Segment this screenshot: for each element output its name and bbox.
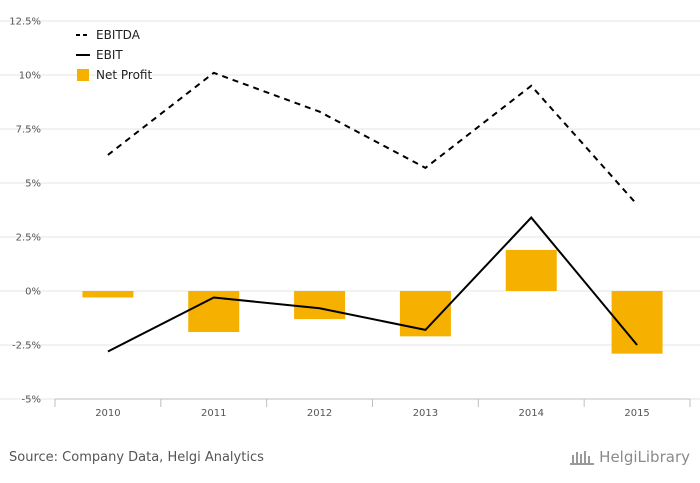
y-tick-label: 7.5%: [16, 125, 41, 136]
source-note: Source: Company Data, Helgi Analytics: [9, 450, 264, 465]
x-tick-label: 2015: [624, 408, 649, 419]
library-icon: [570, 451, 595, 465]
y-tick-label: 10%: [19, 71, 41, 82]
legend-label-net-profit: Net Profit: [96, 68, 152, 82]
legend: EBITDA EBIT Net Profit: [76, 28, 152, 82]
y-tick-label: -2.5%: [12, 341, 41, 352]
y-tick-label: -5%: [22, 395, 41, 406]
legend-label-ebitda: EBITDA: [96, 28, 141, 42]
net-profit-bar: [82, 291, 134, 298]
y-tick-label: 12.5%: [9, 17, 41, 28]
net-profit-bar: [611, 291, 663, 354]
y-tick-label: 2.5%: [16, 233, 41, 244]
x-tick-label: 2014: [519, 408, 544, 419]
helgi-library-logo[interactable]: HelgiLibrary: [569, 448, 690, 466]
x-tick-label: 2012: [307, 408, 332, 419]
y-axis-ticks: -5% -2.5% 0% 2.5% 5% 7.5% 10% 12.5%: [9, 17, 41, 406]
x-axis: 2010 2011 2012 2013 2014 2015: [54, 398, 691, 419]
net-profit-bar: [505, 249, 557, 291]
net-profit-bar: [294, 291, 346, 320]
line-series: [107, 71, 638, 353]
ebit-line: [107, 216, 638, 353]
y-tick-label: 0%: [25, 287, 41, 298]
x-tick-label: 2010: [95, 408, 120, 419]
combo-chart: -5%-2.5%0%2.5%5%7.5%10%12.5% 2010 2011 201…: [0, 17, 700, 419]
logo-text: HelgiLibrary: [599, 448, 690, 466]
net-profit-bars: [82, 249, 663, 354]
legend-label-ebit: EBIT: [96, 48, 123, 62]
x-tick-label: 2011: [201, 408, 226, 419]
legend-swatch-net-profit: [77, 69, 89, 81]
x-tick-label: 2013: [413, 408, 438, 419]
y-tick-label: 5%: [25, 179, 41, 190]
ebitda-line: [107, 71, 638, 206]
